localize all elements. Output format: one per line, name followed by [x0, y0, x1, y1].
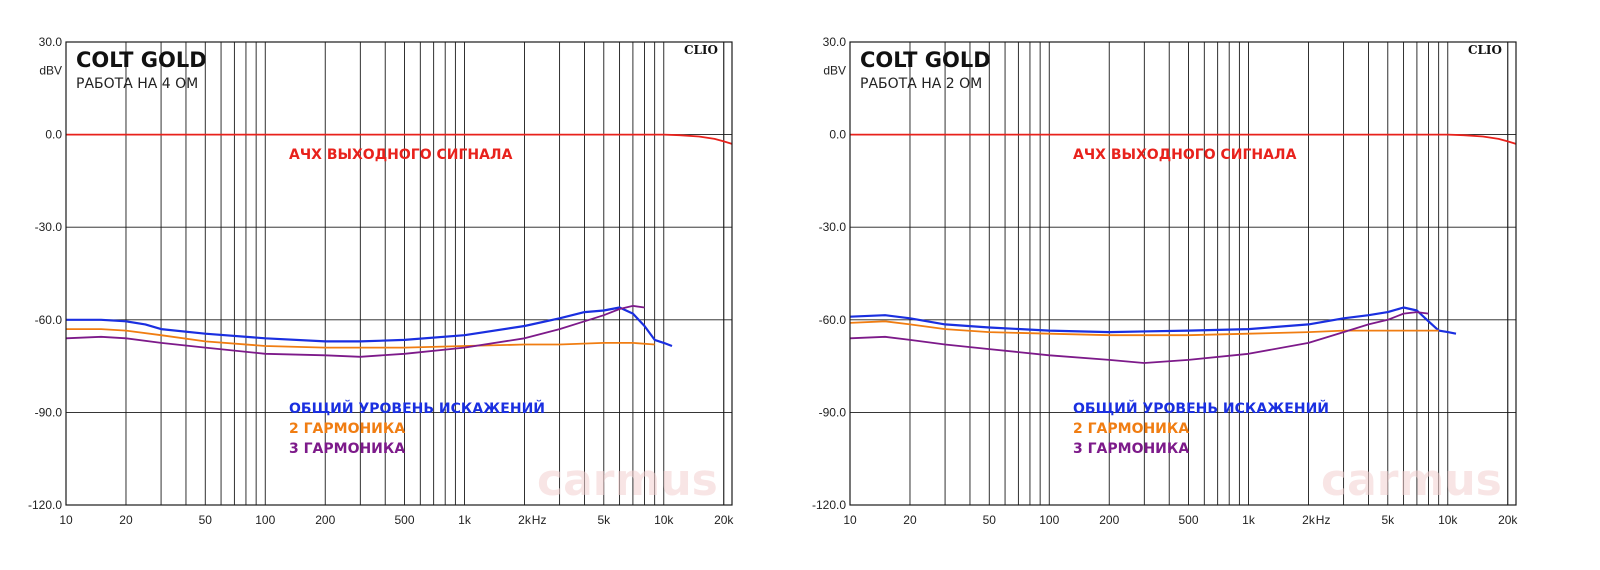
chart-subtitle: РАБОТА НА 2 ОМ: [860, 76, 982, 92]
series-line-1: [849, 306, 1457, 335]
watermark: carmus: [1321, 455, 1502, 506]
series-line-0: [66, 133, 733, 145]
series-line-3: [65, 304, 645, 358]
y-tick-label: -60.0: [35, 313, 63, 327]
y-tick-label: -120.0: [812, 498, 846, 512]
y-tick-label: -60.0: [819, 313, 847, 327]
x-tick-label: 1k: [1242, 513, 1256, 527]
plot-frame: [849, 41, 1517, 506]
y-tick-label: 30.0: [39, 35, 63, 49]
annotation-3rd-harmonic: 3 ГАРМОНИКА: [1073, 441, 1189, 457]
y-tick-label: -90.0: [819, 405, 847, 419]
annotation-total-distortion: ОБЩИЙ УРОВЕНЬ ИСКАЖЕНИЙ: [289, 400, 545, 417]
annotation-2nd-harmonic: 2 ГАРМОНИКА: [289, 421, 405, 437]
x-tick-label: 2k: [518, 513, 532, 527]
chart-subtitle: РАБОТА НА 4 ОМ: [76, 76, 198, 92]
x-tick-label: 100: [1039, 513, 1059, 527]
brand-logo: CLIO: [684, 43, 718, 57]
watermark: carmus: [537, 455, 718, 506]
series-line-2: [849, 320, 1439, 337]
y-tick-label: 30.0: [823, 35, 847, 49]
x-tick-label: 20k: [1498, 513, 1518, 527]
x-tick-label: 500: [1179, 513, 1199, 527]
chart-title: COLT GOLD: [860, 48, 991, 72]
x-axis-unit: Hz: [532, 513, 547, 527]
annotation-total-distortion: ОБЩИЙ УРОВЕНЬ ИСКАЖЕНИЙ: [1073, 400, 1329, 417]
x-tick-label: 20: [903, 513, 917, 527]
annotation-2nd-harmonic: 2 ГАРМОНИКА: [1073, 421, 1189, 437]
series-line-3: [849, 311, 1429, 364]
x-tick-label: 50: [199, 513, 213, 527]
y-axis-label: dBV: [823, 64, 846, 78]
chart-2-ohm: carmus 30.0 0.0 -30.0 -60.0 -90.0 -120.0 dBV 10 2…: [812, 35, 1518, 527]
x-tick-label: 200: [315, 513, 335, 527]
x-tick-label: 10: [59, 513, 73, 527]
x-tick-label: 10: [843, 513, 857, 527]
series-line-1: [66, 306, 673, 348]
grid: [849, 41, 1516, 506]
y-tick-label: -120.0: [28, 498, 62, 512]
brand-logo: CLIO: [1468, 43, 1502, 57]
x-tick-label: 10k: [654, 513, 674, 527]
x-tick-label: 1k: [458, 513, 472, 527]
annotation-frequency-response: АЧХ ВЫХОДНОГО СИГНАЛА: [1073, 147, 1297, 163]
x-tick-label: 20: [119, 513, 133, 527]
x-axis-unit: Hz: [1316, 513, 1331, 527]
x-tick-label: 200: [1099, 513, 1119, 527]
x-tick-label: 10k: [1438, 513, 1458, 527]
plot-frame: [65, 41, 733, 506]
x-tick-label: 20k: [714, 513, 734, 527]
y-tick-label: 0.0: [45, 128, 62, 142]
y-tick-label: 0.0: [829, 128, 846, 142]
x-tick-label: 2k: [1302, 513, 1316, 527]
x-tick-label: 500: [395, 513, 415, 527]
y-tick-label: -30.0: [819, 220, 847, 234]
series-line-2: [66, 328, 655, 349]
annotation-3rd-harmonic: 3 ГАРМОНИКА: [289, 441, 405, 457]
series-line-0: [850, 133, 1517, 145]
x-tick-label: 5k: [597, 513, 611, 527]
chart-4-ohm: carmus 30.0 0.0 -30.0 -60.0 -90.0 -120.0 dBV 10 2…: [28, 35, 734, 527]
annotation-frequency-response: АЧХ ВЫХОДНОГО СИГНАЛА: [289, 147, 513, 163]
x-tick-label: 50: [983, 513, 997, 527]
plot-area: [66, 42, 732, 505]
plot-area: [850, 42, 1516, 505]
x-tick-label: 5k: [1381, 513, 1395, 527]
y-tick-label: -90.0: [35, 405, 63, 419]
y-axis-label: dBV: [39, 64, 62, 78]
chart-title: COLT GOLD: [76, 48, 207, 72]
x-tick-label: 100: [255, 513, 275, 527]
y-tick-label: -30.0: [35, 220, 63, 234]
